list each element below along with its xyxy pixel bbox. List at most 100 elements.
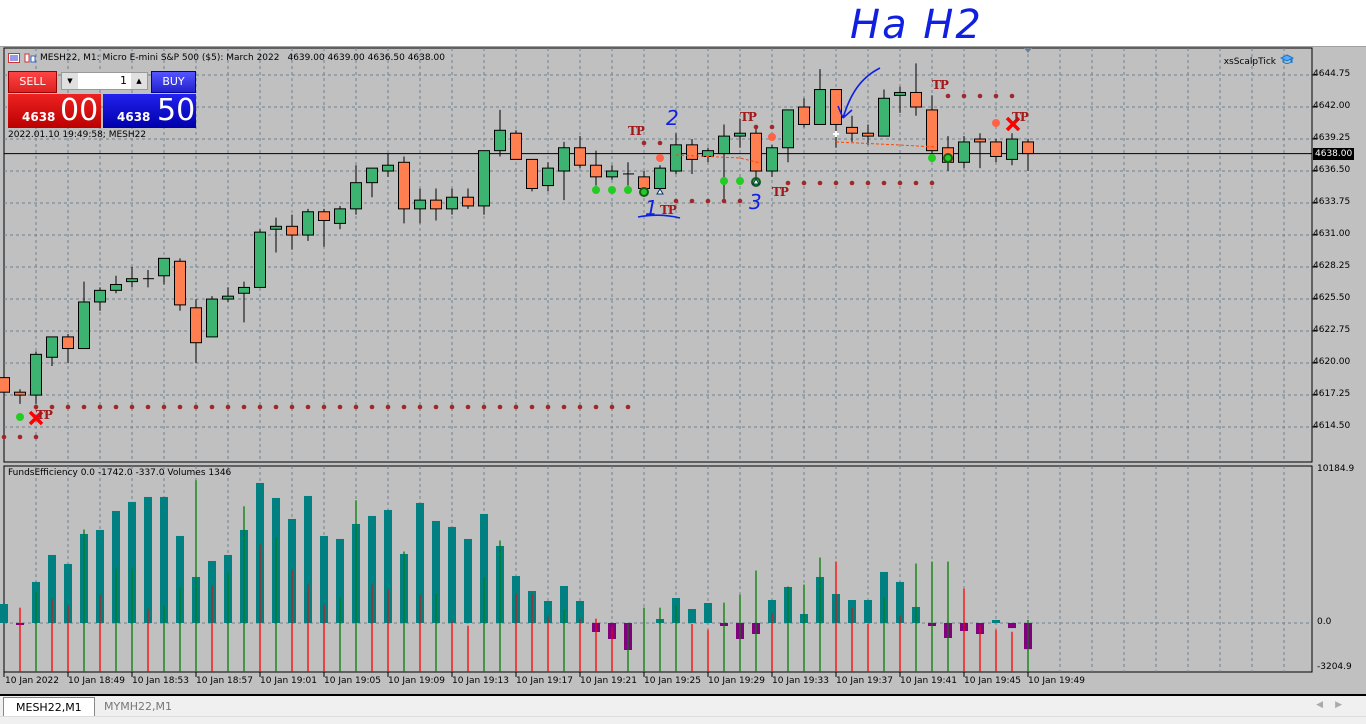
tp-level-dot — [593, 404, 599, 410]
server-timestamp: 2022.01.10 19:49:58; MESH22 — [8, 130, 147, 140]
candle — [926, 109, 938, 152]
indicator-axis-zero: 0.0 — [1317, 617, 1332, 627]
buy-price-minor: 50 — [157, 93, 196, 128]
quantity-stepper[interactable]: ▼ 1 ▲ — [61, 72, 148, 90]
time-axis-label: 10 Jan 18:53 — [132, 676, 189, 686]
funds-efficiency-bar — [0, 603, 8, 623]
tp-level-dot — [209, 404, 215, 410]
tp-level-dot — [81, 404, 87, 410]
buy-signal-dot — [928, 154, 936, 162]
funds-efficiency-bar — [992, 619, 1000, 623]
indicator-axis-min: -3204.9 — [1317, 662, 1352, 672]
funds-efficiency-bar — [544, 600, 552, 623]
candle — [846, 126, 858, 134]
tp-level-dot — [625, 404, 631, 410]
tp-level-dot — [257, 404, 263, 410]
tp-level-dot — [513, 404, 519, 410]
candle — [638, 176, 650, 189]
tp-level-dot — [577, 404, 583, 410]
candle — [814, 89, 826, 125]
tp-level-dot — [273, 404, 279, 410]
price-axis-label: 4633.75 — [1313, 197, 1351, 207]
funds-efficiency-bar — [384, 509, 392, 623]
tab-mesh22-m1[interactable]: MESH22,M1 — [3, 697, 95, 717]
candle — [318, 211, 330, 222]
buy-signal-dot — [592, 186, 600, 194]
tp-level-dot — [33, 434, 39, 440]
candle — [766, 147, 778, 172]
buy-price-button[interactable]: 4638 50 — [103, 94, 196, 128]
candle — [654, 167, 666, 189]
candle — [302, 211, 314, 236]
buy-price-major: 4638 — [117, 110, 151, 124]
buy-button[interactable]: BUY — [151, 71, 196, 93]
tab-mymh22-m1[interactable]: MYMH22,M1 — [104, 700, 172, 713]
time-axis-label: 10 Jan 19:21 — [580, 676, 637, 686]
tp-level-dot — [993, 93, 999, 99]
tp-label: TP — [660, 203, 677, 217]
candle — [510, 132, 522, 160]
candle — [398, 161, 410, 210]
tp-level-dot — [465, 404, 471, 410]
time-axis-label: 10 Jan 19:37 — [836, 676, 893, 686]
funds-efficiency-bar — [48, 554, 56, 623]
candle — [958, 141, 970, 163]
tp-level-dot — [849, 180, 855, 186]
candle — [558, 147, 570, 172]
tab-scroll-arrows[interactable]: ◀▶ — [1316, 700, 1354, 710]
quantity-input[interactable]: 1 — [120, 74, 127, 87]
time-axis-label: 10 Jan 19:33 — [772, 676, 829, 686]
funds-efficiency-bar — [704, 602, 712, 623]
tp-level-dot — [561, 404, 567, 410]
funds-efficiency-bar — [480, 513, 488, 623]
time-axis-label: 10 Jan 18:49 — [68, 676, 125, 686]
sell-signal-dot — [656, 154, 664, 162]
funds-efficiency-bar — [880, 571, 888, 623]
decrease-volume-button[interactable]: ▼ — [62, 73, 78, 89]
candle — [286, 225, 298, 236]
tp-level-dot — [353, 404, 359, 410]
tp-level-dot — [721, 198, 727, 204]
projection-line — [835, 141, 936, 148]
price-axis-label: 4625.50 — [1313, 293, 1351, 303]
funds-efficiency-bar — [432, 520, 440, 623]
tp-level-dot — [17, 434, 23, 440]
funds-efficiency-bar — [128, 501, 136, 623]
increase-volume-button[interactable]: ▲ — [131, 73, 147, 89]
funds-efficiency-bar — [896, 581, 904, 623]
tp-level-dot — [769, 124, 775, 130]
funds-efficiency-bar — [416, 502, 424, 623]
tp-level-dot — [305, 404, 311, 410]
funds-efficiency-bar — [768, 599, 776, 623]
candle — [238, 286, 250, 294]
tp-level-dot — [497, 404, 503, 410]
buy-signal-dot — [624, 186, 632, 194]
candle — [910, 91, 922, 108]
close-x-icon — [1005, 116, 1021, 132]
candle — [526, 158, 538, 189]
chart-type-icon[interactable] — [24, 53, 36, 63]
handwritten-underline — [637, 214, 681, 219]
time-axis-label: 10 Jan 19:05 — [324, 676, 381, 686]
expert-advisor-label[interactable]: xsScalpTick — [1224, 54, 1295, 69]
buy-entry-marker-core — [945, 155, 951, 161]
tp-level-dot — [449, 404, 455, 410]
sell-price-button[interactable]: 4638 00 — [8, 94, 101, 128]
tp-level-dot — [545, 404, 551, 410]
price-axis-label: 4639.25 — [1313, 133, 1351, 143]
funds-efficiency-bar — [160, 496, 168, 623]
tp-label: TP — [36, 408, 53, 422]
sell-button[interactable]: SELL — [8, 71, 57, 93]
candle — [30, 353, 42, 396]
tp-label: TP — [628, 124, 645, 138]
candle — [878, 97, 890, 137]
chart-window-icon[interactable] — [8, 53, 20, 63]
time-axis-label: 10 Jan 2022 — [5, 676, 59, 686]
price-axis-label: 4617.25 — [1313, 389, 1351, 399]
funds-efficiency-bar — [448, 526, 456, 623]
tp-level-dot — [481, 404, 487, 410]
price-axis-label: 4622.75 — [1313, 325, 1351, 335]
funds-efficiency-bar — [336, 538, 344, 623]
sell-signal-dot — [992, 119, 1000, 127]
